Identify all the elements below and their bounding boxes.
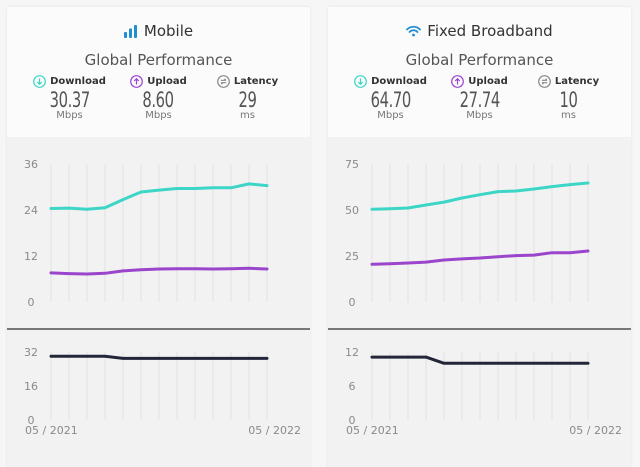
upload-arrow-icon [451, 75, 465, 88]
metric-unit: Mbps [466, 110, 493, 121]
metric-unit: Mbps [145, 110, 172, 121]
y-tick-label: 25 [345, 250, 359, 263]
y-tick-label: 36 [24, 158, 38, 171]
card-title: Mobile [7, 22, 310, 40]
x-end-label: 05 / 2022 [569, 424, 622, 437]
metric-unit: ms [240, 110, 255, 121]
latency-chart: 0 16 32 05 / 2021 05 / 2022 [24, 346, 301, 437]
card-title-text: Fixed Broadband [427, 22, 553, 40]
y-tick-label: 0 [28, 414, 35, 427]
series-line-latency [370, 355, 590, 365]
card-title-text: Mobile [143, 22, 194, 40]
metric-label: Latency [554, 76, 600, 87]
y-tick-label: 75 [345, 158, 359, 171]
metric-value: 27.74 [459, 88, 500, 112]
metric-label: Upload [147, 76, 187, 87]
metric-download: Download 64.70 Mbps [351, 75, 431, 121]
series-line-download [370, 181, 590, 211]
metric-upload: Upload 8.60 Mbps [119, 75, 199, 121]
metric-unit: Mbps [377, 110, 404, 121]
latency-chart: 0 6 12 05 / 2021 05 / 2022 [345, 346, 622, 437]
metric-unit: Mbps [56, 110, 83, 121]
latency-icon [537, 75, 551, 88]
metric-latency: Latency 10 ms [529, 75, 609, 121]
x-start-label: 05 / 2021 [25, 424, 78, 437]
series-line-upload [370, 249, 590, 266]
upload-arrow-icon [130, 75, 144, 88]
download-arrow-icon [354, 75, 368, 88]
metric-label: Latency [233, 76, 279, 87]
metric-upload: Upload 27.74 Mbps [440, 75, 520, 121]
metric-value: 29 [238, 88, 257, 112]
series-line-upload [49, 266, 269, 276]
metrics-row: Download 30.37 Mbps Upload 8.60 Mbps Lat… [7, 75, 310, 121]
chart-divider [7, 328, 310, 330]
metric-value: 64.70 [370, 88, 411, 112]
chart-area: 0 12 24 36 0 16 32 05 / 2021 05 / 2022 [7, 137, 310, 467]
metric-value: 8.60 [142, 88, 175, 112]
y-tick-label: 12 [345, 346, 359, 359]
metric-value: 10 [559, 88, 578, 112]
y-tick-label: 6 [349, 380, 356, 393]
metric-label: Download [371, 76, 427, 87]
fixed-broadband-card: Fixed Broadband Global Performance Downl… [328, 7, 631, 467]
x-start-label: 05 / 2021 [346, 424, 399, 437]
series-line-latency [49, 354, 269, 360]
card-subtitle: Global Performance [84, 51, 233, 69]
download-arrow-icon [33, 75, 47, 88]
metric-download: Download 30.37 Mbps [30, 75, 110, 121]
y-tick-label: 24 [24, 204, 38, 217]
chart-area: 0 25 50 75 0 6 12 05 / 2021 05 / 2022 [328, 137, 631, 467]
metric-latency: Latency 29 ms [208, 75, 288, 121]
y-tick-label: 0 [349, 414, 356, 427]
y-tick-label: 50 [345, 204, 359, 217]
x-end-label: 05 / 2022 [248, 424, 301, 437]
metric-label: Download [50, 76, 106, 87]
y-tick-label: 12 [24, 250, 38, 263]
series-line-download [49, 182, 269, 211]
metric-unit: ms [561, 110, 576, 121]
y-tick-label: 0 [349, 296, 356, 309]
y-tick-label: 16 [24, 380, 38, 393]
wifi-icon [406, 25, 422, 37]
card-title: Fixed Broadband [328, 22, 631, 40]
card-subtitle: Global Performance [405, 51, 554, 69]
speed-chart: 0 25 50 75 [345, 158, 590, 309]
metric-label: Upload [468, 76, 508, 87]
y-tick-label: 32 [24, 346, 38, 359]
y-tick-label: 0 [28, 296, 35, 309]
speed-chart: 0 12 24 36 [24, 158, 269, 309]
metrics-row: Download 64.70 Mbps Upload 27.74 Mbps La… [328, 75, 631, 121]
chart-divider [328, 328, 631, 330]
metric-value: 30.37 [49, 88, 90, 112]
signal-bars-icon [123, 24, 137, 38]
latency-icon [216, 75, 230, 88]
mobile-card: Mobile Global Performance Download 30.37… [7, 7, 310, 467]
